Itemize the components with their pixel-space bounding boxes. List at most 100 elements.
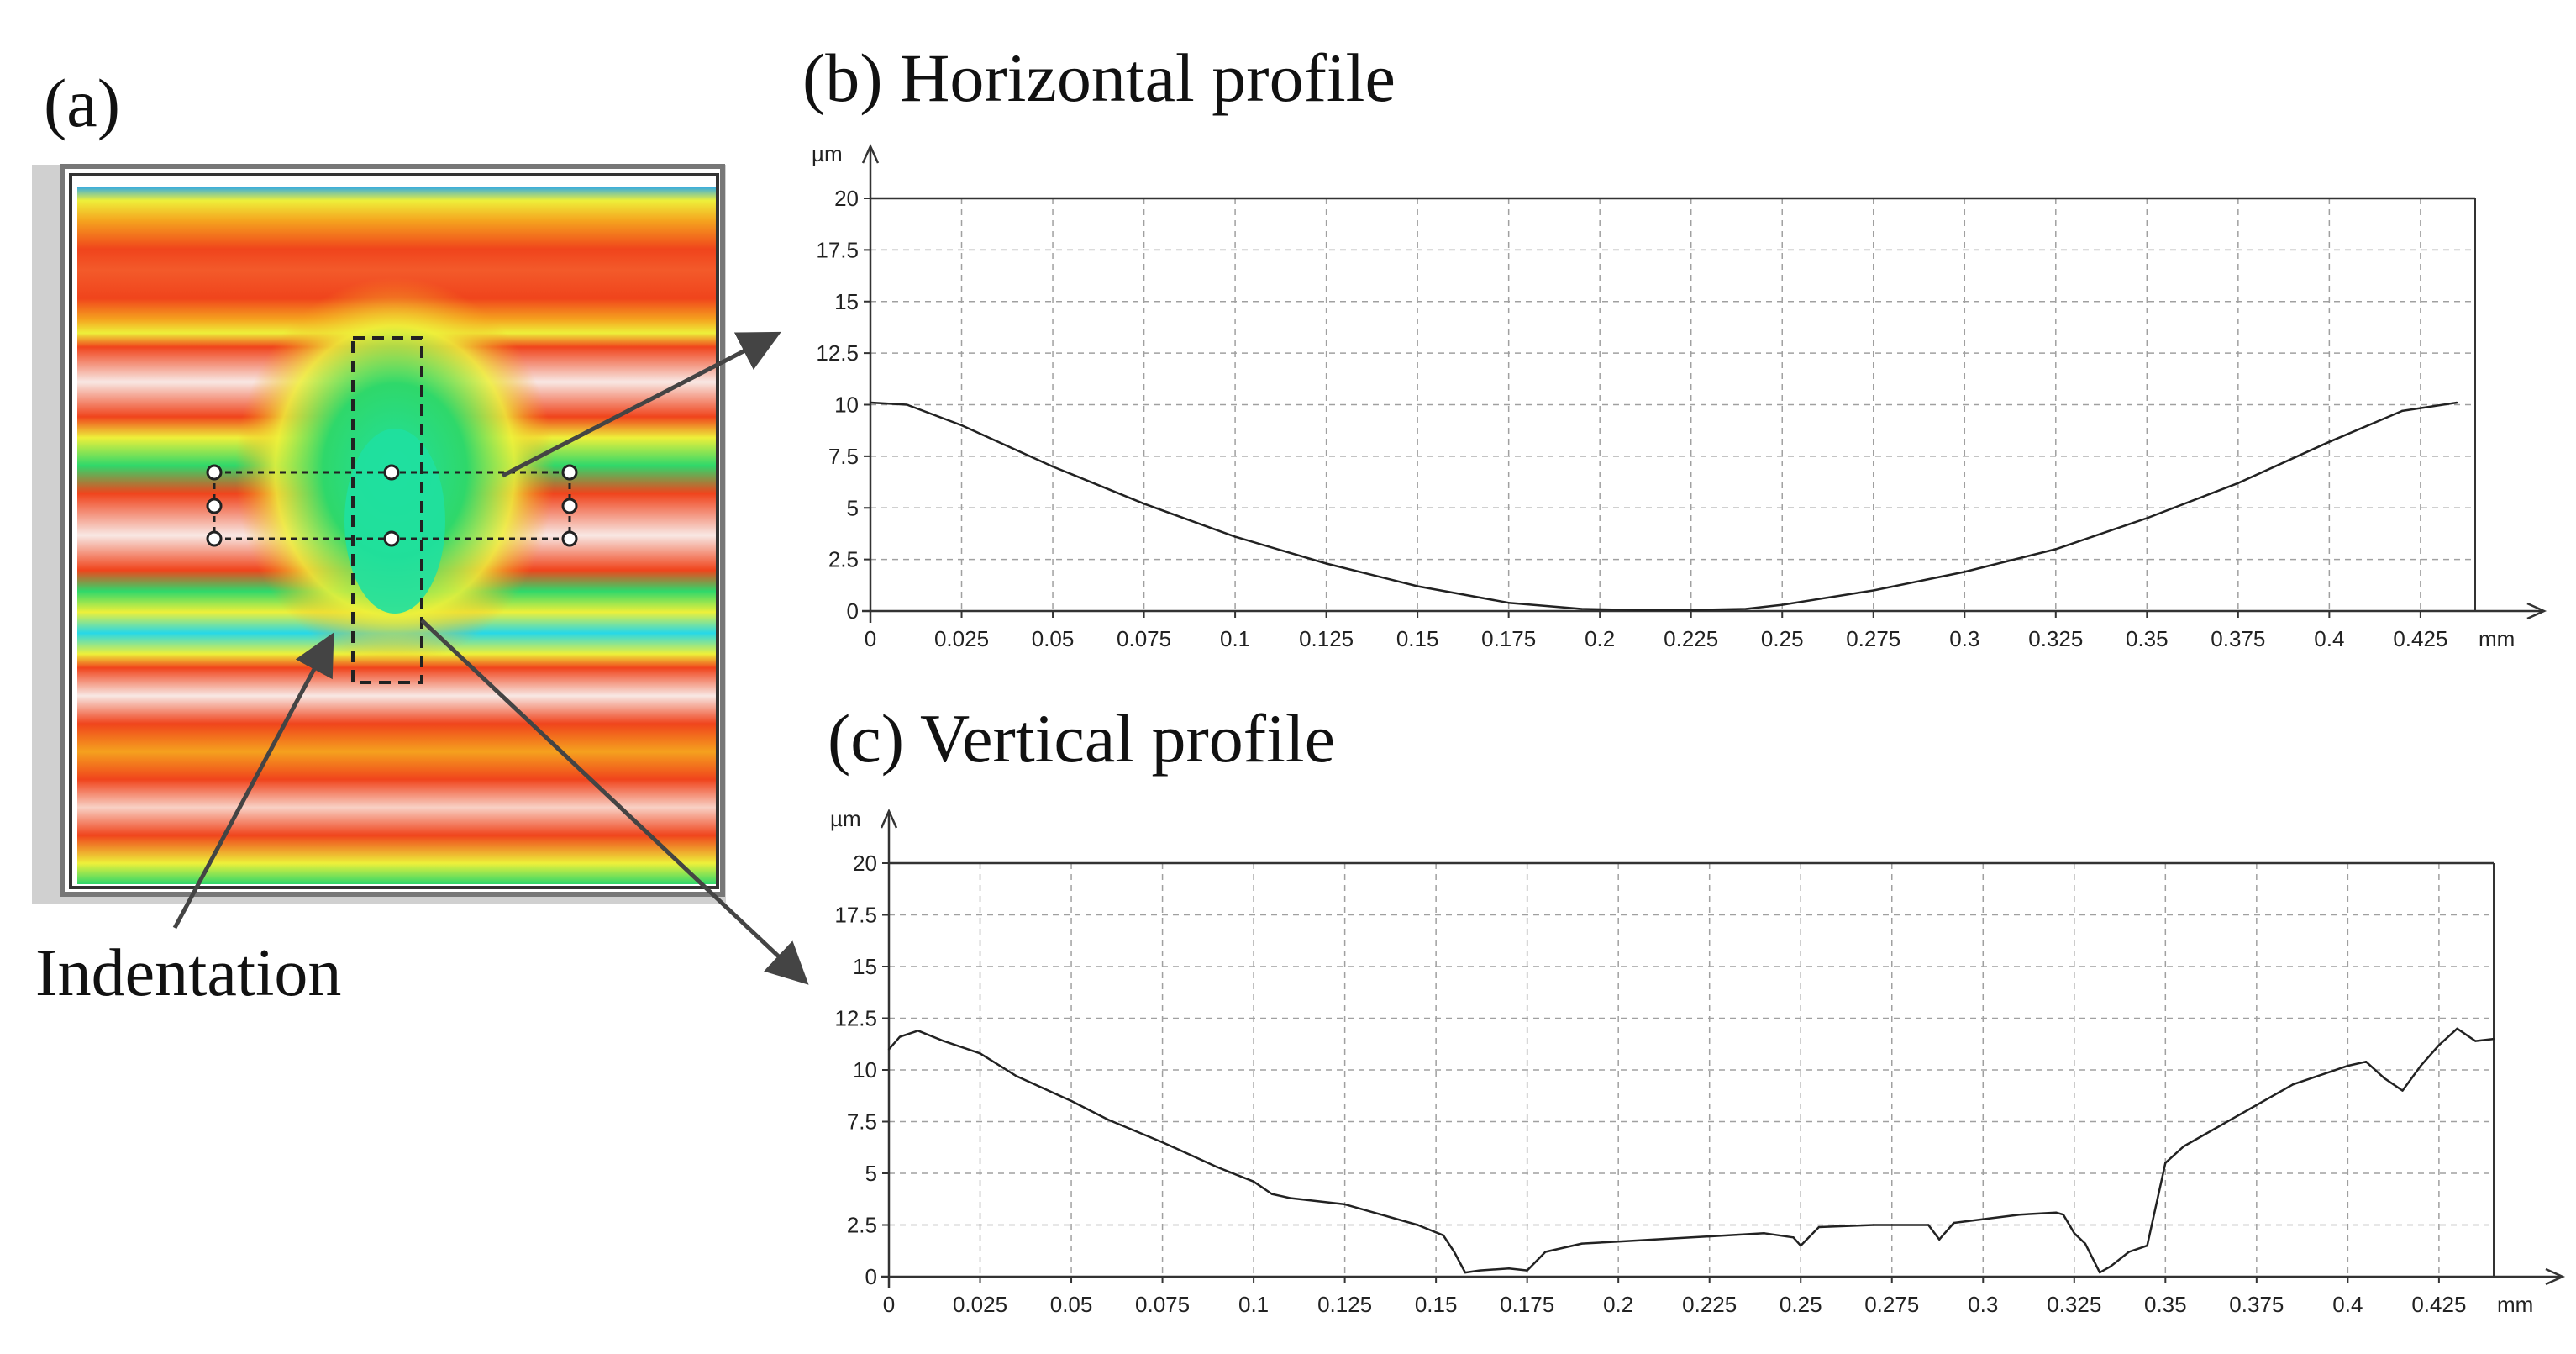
profile-point: [1781, 603, 1784, 606]
y-axis-unit-label: µm: [812, 141, 843, 166]
arrow-to-indentation: [172, 632, 334, 930]
profile-point: [1544, 1251, 1547, 1253]
profile-point: [2419, 1064, 2422, 1067]
x-tick-label: 0.1: [1238, 1292, 1269, 1317]
y-tick-label: 7.5: [847, 1109, 877, 1135]
y-axis-arrow: [880, 808, 898, 829]
x-tick-label: 0: [883, 1292, 895, 1317]
selection-handle[interactable]: [561, 530, 578, 547]
x-tick-label: 0.425: [2411, 1292, 2466, 1317]
selection-handle[interactable]: [206, 530, 223, 547]
x-tick-label: 0.15: [1415, 1292, 1458, 1317]
profile-point: [1792, 1236, 1795, 1239]
profile-point: [2054, 548, 2057, 551]
x-tick-label: 0.1: [1220, 626, 1250, 651]
x-tick-label: 0.05: [1050, 1292, 1093, 1317]
profile-point: [1690, 1236, 1693, 1239]
x-tick-label: 0.05: [1032, 626, 1075, 651]
profile-point: [1953, 1221, 1955, 1225]
profile-point: [1479, 1269, 1481, 1272]
y-tick-label: 0: [865, 1264, 877, 1289]
y-tick-label: 12.5: [834, 1006, 877, 1031]
x-tick-label: 0.175: [1500, 1292, 1554, 1317]
x-tick-label: 0.025: [953, 1292, 1007, 1317]
x-axis-unit-label: mm: [2479, 626, 2515, 651]
profile-point: [1417, 1224, 1419, 1226]
selection-handle[interactable]: [561, 498, 578, 514]
x-tick-label: 0.325: [2028, 626, 2083, 651]
selection-handle[interactable]: [206, 498, 223, 514]
y-axis-unit-label: µm: [830, 806, 861, 831]
profile-point: [1964, 571, 1966, 573]
arrow-to-horizontal-profile: [501, 331, 781, 478]
profile-point: [2328, 440, 2331, 443]
profile-point: [942, 1040, 945, 1042]
profile-point: [1872, 1224, 1875, 1226]
x-tick-label: 0.025: [934, 626, 989, 651]
y-tick-label: 0: [847, 598, 859, 624]
indentation-core: [344, 429, 445, 614]
profile-point: [2062, 1214, 2064, 1216]
x-tick-label: 0.375: [2229, 1292, 2284, 1317]
profile-point: [1526, 1269, 1528, 1272]
selection-handle[interactable]: [383, 530, 400, 547]
x-tick-label: 0.375: [2211, 626, 2265, 651]
y-tick-label: 7.5: [828, 444, 859, 469]
profile-point: [2098, 1271, 2101, 1274]
profile-point: [1763, 1232, 1766, 1235]
panel-a-label: (a): [44, 65, 121, 141]
profile-point: [1325, 562, 1327, 565]
y-tick-label: 2.5: [828, 547, 859, 572]
profile-point: [898, 1035, 902, 1038]
x-tick-label: 0.3: [1949, 626, 1979, 651]
selection-handle[interactable]: [561, 464, 578, 481]
profile-point: [887, 1048, 891, 1051]
y-tick-label: 17.5: [816, 237, 859, 262]
profile-point: [2456, 401, 2458, 404]
profile-point: [1161, 1141, 1164, 1144]
profile-point: [2401, 1089, 2404, 1092]
x-tick-label: 0.075: [1135, 1292, 1190, 1317]
x-tick-label: 0.2: [1585, 626, 1615, 651]
profile-point: [1744, 608, 1748, 610]
profile-point: [1442, 1234, 1445, 1237]
profile-point: [2474, 1040, 2477, 1042]
profile-point: [2018, 1214, 2021, 1216]
x-axis-unit-label: mm: [2497, 1292, 2533, 1317]
profile-point: [2292, 1083, 2295, 1086]
vertical-profile-chart: 0 2.5 5 7.5 10 12.5 15 17.5 20 0 0.025 0.05 0.075 0.1…: [830, 806, 2566, 1317]
selection-handle[interactable]: [383, 464, 400, 481]
profile-point: [2146, 517, 2148, 519]
horizontal-profile-title: (b) Horizontal profile: [802, 40, 1396, 116]
y-tick-label: 20: [853, 851, 877, 876]
profile-point: [1453, 1251, 1456, 1253]
x-tick-label: 0.225: [1682, 1292, 1737, 1317]
profile-point: [2364, 1060, 2368, 1063]
profile-point: [1015, 1075, 1018, 1077]
profile-curve: [870, 401, 2458, 612]
profile-point: [1507, 601, 1510, 604]
profile-point: [906, 403, 908, 406]
profile-point: [1143, 503, 1145, 505]
x-tick-label: 0.425: [2393, 626, 2447, 651]
profile-point: [1051, 465, 1054, 468]
x-tick-label: 0.35: [2126, 626, 2169, 651]
y-tick-label: 12.5: [816, 340, 859, 366]
indentation-label: Indentation: [35, 936, 342, 1010]
profile-curve: [888, 1027, 2495, 1274]
vertical-selection-box: [351, 336, 423, 684]
y-tick-label: 2.5: [847, 1213, 877, 1238]
x-tick-label: 0.125: [1317, 1292, 1372, 1317]
profile-point: [2073, 1232, 2075, 1235]
profile-point: [2182, 1145, 2185, 1148]
selection-handle[interactable]: [206, 464, 223, 481]
arrow-to-vertical-profile: [420, 619, 809, 985]
x-tick-label: 0.4: [2314, 626, 2344, 651]
profile-point: [1289, 1197, 1291, 1199]
y-tick-label: 10: [853, 1057, 877, 1083]
horizontal-profile-chart: 0 2.5 5 7.5 10 12.5 15 17.5 20 0 0.025 0.05 0.075 0.1…: [812, 141, 2547, 651]
x-tick-label: 0.25: [1761, 626, 1804, 651]
profile-point: [2110, 1265, 2112, 1267]
profile-point: [1380, 1214, 1383, 1216]
profile-point: [1937, 1238, 1941, 1241]
